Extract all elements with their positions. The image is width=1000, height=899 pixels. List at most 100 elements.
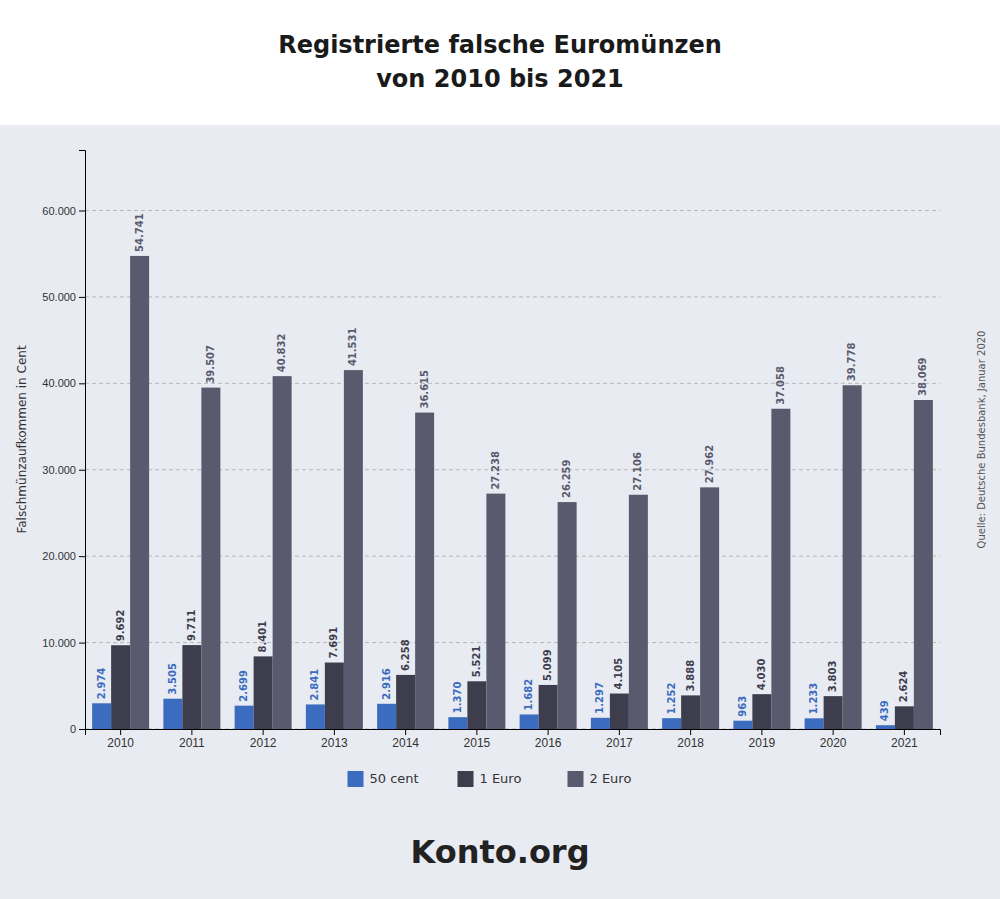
x-tick-label: 2021 xyxy=(891,736,918,750)
bar xyxy=(92,703,111,729)
x-axis-line xyxy=(86,730,941,736)
data-label: 9.711 xyxy=(186,609,197,641)
y-tick: 0 xyxy=(70,723,85,735)
bar xyxy=(520,714,539,729)
x-tick-mark xyxy=(120,729,121,735)
x-tick: 2013 xyxy=(321,729,348,750)
x-tick: 2012 xyxy=(250,729,277,750)
source: Quelle: Deutsche Bundesbank, Januar 2020 xyxy=(976,331,987,549)
bar xyxy=(344,370,363,729)
grid-line xyxy=(85,210,940,211)
bar xyxy=(486,494,505,729)
x-tick-label: 2016 xyxy=(535,736,562,750)
legend-label: 50 cent xyxy=(370,771,419,786)
x-tick-mark xyxy=(548,729,549,735)
x-tick: 2011 xyxy=(179,729,205,750)
y-tick-mark xyxy=(79,383,85,384)
x-tick: 2021 xyxy=(891,729,918,750)
bar xyxy=(591,718,610,729)
x-tick-label: 2011 xyxy=(179,736,205,750)
bar xyxy=(201,388,220,729)
legend: 50 cent1 Euro2 Euro xyxy=(348,771,632,788)
x-tick-label: 2020 xyxy=(820,736,847,750)
data-label: 4.030 xyxy=(756,659,767,691)
x-tick-label: 2013 xyxy=(321,736,348,750)
y-tick: 60.000 xyxy=(42,205,85,217)
bar xyxy=(662,718,681,729)
data-label: 2.699 xyxy=(238,670,249,702)
x-tick: 2017 xyxy=(606,729,633,750)
bar xyxy=(610,694,629,729)
data-label: 9.692 xyxy=(115,610,126,642)
data-label: 439 xyxy=(879,700,890,721)
x-tick-mark xyxy=(761,729,762,735)
data-label: 3.888 xyxy=(685,660,696,692)
data-label: 963 xyxy=(737,696,748,717)
bar xyxy=(130,256,149,729)
grid xyxy=(85,210,940,729)
bar xyxy=(771,409,790,729)
x-tick-mark xyxy=(904,729,905,735)
data-label: 1.370 xyxy=(452,681,463,713)
bar xyxy=(377,704,396,729)
bar xyxy=(235,706,254,729)
data-label: 27.962 xyxy=(704,445,715,484)
data-labels: 2.9743.5052.6992.8412.9161.3701.6821.297… xyxy=(96,213,929,721)
data-label: 36.615 xyxy=(419,370,430,409)
chart: Registrierte falsche Euromünzenvon 2010 … xyxy=(0,0,1000,899)
data-label: 2.624 xyxy=(898,671,909,703)
data-label: 1.297 xyxy=(594,682,605,714)
bar xyxy=(182,645,201,729)
x-tick-label: 2014 xyxy=(392,736,419,750)
x-tick: 2020 xyxy=(820,729,847,750)
series xyxy=(111,645,914,729)
bar xyxy=(273,376,292,729)
x-tick-mark xyxy=(263,729,264,735)
data-label: 7.691 xyxy=(328,627,339,659)
data-label: 5.521 xyxy=(471,646,482,678)
bar xyxy=(306,704,325,729)
data-label: 3.803 xyxy=(827,660,838,692)
title: Registrierte falsche Euromünzenvon 2010 … xyxy=(278,31,722,93)
data-label: 27.238 xyxy=(490,451,501,490)
y-tick: 40.000 xyxy=(42,377,85,389)
data-label: 6.258 xyxy=(400,639,411,671)
y-tick-mark xyxy=(79,470,85,471)
y-tick-mark xyxy=(79,729,85,730)
legend-swatch xyxy=(458,771,474,787)
x-tick: 2010 xyxy=(107,729,134,750)
x-tick-label: 2017 xyxy=(606,736,633,750)
x-tick-label: 2019 xyxy=(749,736,776,750)
data-label: 54.741 xyxy=(134,213,145,252)
bar xyxy=(733,721,752,729)
y-tick-mark xyxy=(79,297,85,298)
data-label: 27.106 xyxy=(632,452,643,491)
y-axis: 010.00020.00030.00040.00050.00060.000 xyxy=(42,151,85,736)
data-label: 3.505 xyxy=(167,663,178,695)
bar xyxy=(163,699,182,729)
bar xyxy=(448,717,467,729)
y-tick: 20.000 xyxy=(42,550,85,562)
y-tick-label: 60.000 xyxy=(42,205,76,217)
data-label: 37.058 xyxy=(775,366,786,405)
bar xyxy=(895,706,914,729)
x-tick-mark xyxy=(334,729,335,735)
data-label: 40.832 xyxy=(276,334,287,373)
bar xyxy=(325,663,344,729)
bar xyxy=(824,696,843,729)
y-tick-label: 30.000 xyxy=(42,464,76,476)
y-tick: 10.000 xyxy=(42,637,85,649)
y-tick-label: 20.000 xyxy=(42,550,76,562)
data-label: 1.233 xyxy=(808,683,819,715)
data-label: 1.252 xyxy=(666,683,677,715)
bar xyxy=(539,685,558,729)
data-label: 38.069 xyxy=(917,357,928,396)
data-label: 26.259 xyxy=(561,459,572,498)
data-label: 2.841 xyxy=(309,669,320,701)
legend-item: 1 Euro xyxy=(458,771,522,788)
bar xyxy=(843,385,862,729)
data-label: 2.974 xyxy=(96,668,107,700)
data-label: 39.507 xyxy=(205,345,216,384)
y-tick-mark xyxy=(79,556,85,557)
bar xyxy=(876,725,895,729)
